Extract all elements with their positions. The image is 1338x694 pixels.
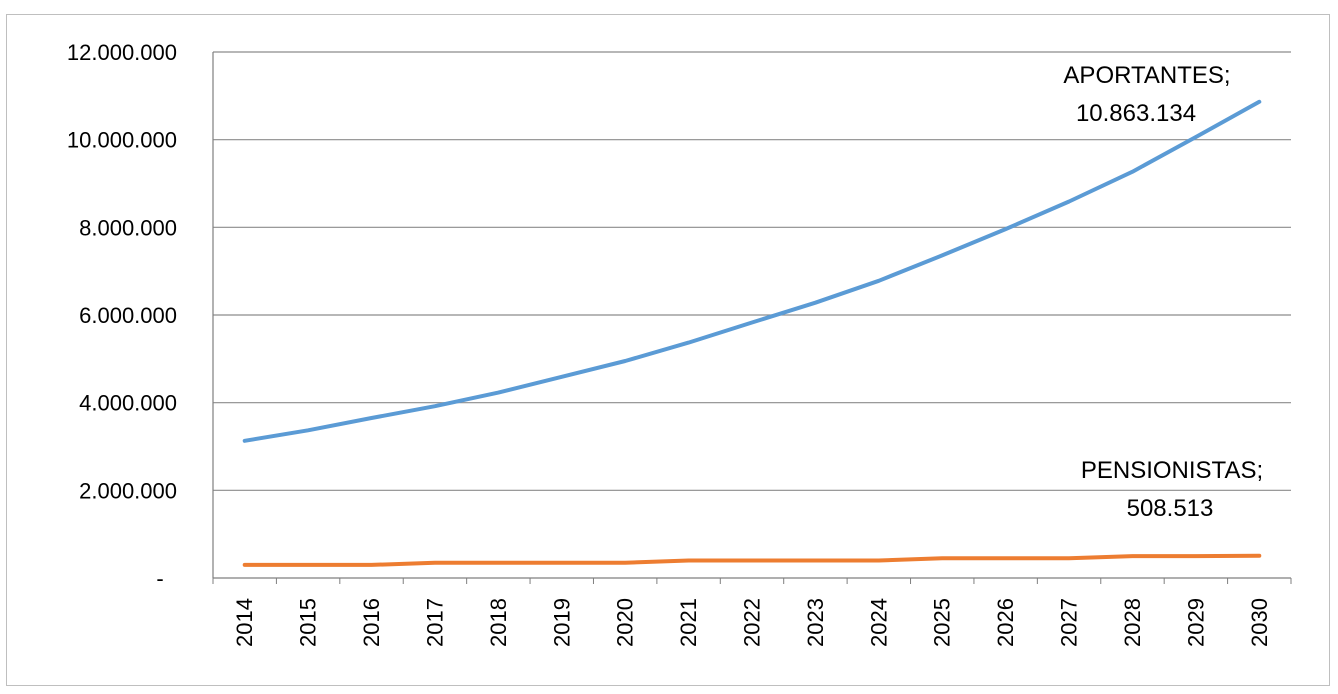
series-lines: [242, 99, 1262, 567]
y-tick-label: 6.000.000: [79, 303, 177, 328]
x-tick-label: 2014: [232, 598, 257, 647]
pensionistas-label-line1: PENSIONISTAS;: [1081, 457, 1263, 484]
x-tick-label: 2024: [866, 598, 891, 647]
y-tick-label: 12.000.000: [67, 40, 177, 65]
x-tick-label: 2020: [613, 598, 638, 647]
y-tick-label: 10.000.000: [67, 128, 177, 153]
x-tick-label: 2023: [803, 598, 828, 647]
y-tick-label: 2.000.000: [79, 478, 177, 503]
x-tick-labels: 2014 2015 2016 2017 2018 2019 2020 2021 2022 2023…: [232, 598, 1272, 647]
x-tick-label: 2015: [296, 598, 321, 647]
x-tick-label: 2027: [1057, 598, 1082, 647]
x-tick-label: 2017: [422, 598, 447, 647]
aportantes-label-line1: APORTANTES;: [1063, 62, 1230, 89]
y-tick-label: -: [156, 566, 163, 591]
x-tick-label: 2021: [676, 598, 701, 647]
y-tick-labels: - 2.000.000 4.000.000 6.000.000 8.000.000 10.…: [67, 40, 177, 591]
x-tick-label: 2019: [549, 598, 574, 647]
x-tick-label: 2022: [740, 598, 765, 647]
x-tick-label: 2025: [930, 598, 955, 647]
y-tick-label: 8.000.000: [79, 215, 177, 240]
x-tick-label: 2030: [1247, 598, 1272, 647]
x-tick-label: 2026: [993, 598, 1018, 647]
x-tick-label: 2028: [1120, 598, 1145, 647]
x-tick-label: 2018: [486, 598, 511, 647]
series-line-aportantes: [242, 99, 1262, 443]
x-tick-label: 2016: [359, 598, 384, 647]
aportantes-label-line2: 10.863.134: [1076, 100, 1196, 127]
x-tick-label: 2029: [1183, 598, 1208, 647]
series-line-pensionistas: [242, 553, 1262, 567]
gridlines: [212, 51, 1292, 584]
pensionistas-label-line2: 508.513: [1127, 495, 1214, 522]
y-tick-label: 4.000.000: [79, 391, 177, 416]
